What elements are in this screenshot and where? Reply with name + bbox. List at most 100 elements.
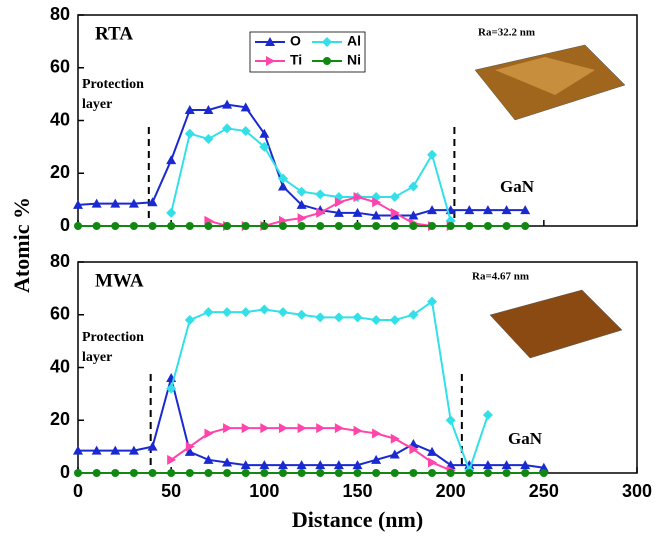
marker bbox=[372, 428, 381, 438]
marker bbox=[203, 134, 213, 144]
x-tick-label: 150 bbox=[342, 481, 372, 501]
x-tick-label: 200 bbox=[436, 481, 466, 501]
marker bbox=[503, 222, 511, 230]
marker bbox=[354, 469, 362, 477]
marker bbox=[298, 423, 307, 433]
y-axis-label: Atomic % bbox=[9, 197, 34, 293]
marker bbox=[390, 192, 400, 202]
marker bbox=[315, 189, 325, 199]
marker bbox=[354, 222, 362, 230]
marker bbox=[278, 307, 288, 317]
marker bbox=[335, 423, 344, 433]
marker bbox=[167, 222, 175, 230]
series-line bbox=[78, 105, 525, 216]
marker bbox=[391, 434, 400, 444]
marker bbox=[390, 450, 400, 459]
marker bbox=[390, 315, 400, 325]
marker bbox=[149, 222, 157, 230]
marker bbox=[335, 222, 343, 230]
annotation: GaN bbox=[508, 429, 543, 448]
marker bbox=[371, 315, 381, 325]
marker bbox=[409, 469, 417, 477]
marker bbox=[323, 57, 331, 65]
y-tick-label: 60 bbox=[50, 304, 70, 324]
marker bbox=[483, 410, 493, 420]
x-tick-label: 0 bbox=[73, 481, 83, 501]
legend-label: Ni bbox=[347, 52, 361, 68]
marker bbox=[204, 222, 212, 230]
marker bbox=[354, 426, 363, 436]
marker bbox=[298, 213, 307, 223]
series-line bbox=[171, 428, 451, 470]
marker bbox=[315, 312, 325, 322]
marker bbox=[74, 222, 82, 230]
annotation: Protection bbox=[82, 77, 144, 92]
marker bbox=[503, 469, 511, 477]
marker bbox=[484, 469, 492, 477]
y-tick-label: 0 bbox=[60, 462, 70, 482]
marker bbox=[242, 423, 251, 433]
annotation: Ra=32.2 nm bbox=[478, 27, 535, 39]
marker bbox=[409, 222, 417, 230]
legend-label: O bbox=[290, 33, 301, 49]
marker bbox=[447, 469, 455, 477]
marker bbox=[111, 469, 119, 477]
marker bbox=[427, 150, 437, 160]
marker bbox=[447, 222, 455, 230]
marker bbox=[222, 307, 232, 317]
marker bbox=[186, 222, 194, 230]
x-tick-label: 250 bbox=[529, 481, 559, 501]
plot-frame bbox=[78, 262, 637, 473]
marker bbox=[484, 222, 492, 230]
y-tick-label: 40 bbox=[50, 356, 70, 376]
marker bbox=[185, 129, 195, 139]
marker bbox=[408, 181, 418, 191]
marker bbox=[74, 469, 82, 477]
marker bbox=[353, 312, 363, 322]
marker bbox=[166, 208, 176, 218]
annotation: Protection bbox=[82, 330, 144, 345]
y-tick-label: 20 bbox=[50, 162, 70, 182]
marker bbox=[316, 469, 324, 477]
annotation: layer bbox=[82, 350, 112, 365]
legend-label: Al bbox=[347, 33, 361, 49]
marker bbox=[204, 428, 213, 438]
marker bbox=[222, 123, 232, 133]
marker bbox=[372, 222, 380, 230]
marker bbox=[166, 155, 176, 164]
marker bbox=[279, 469, 287, 477]
marker bbox=[465, 469, 473, 477]
marker bbox=[186, 469, 194, 477]
marker bbox=[521, 469, 529, 477]
marker bbox=[540, 469, 548, 477]
marker bbox=[93, 469, 101, 477]
marker bbox=[335, 469, 343, 477]
marker bbox=[298, 222, 306, 230]
y-tick-label: 0 bbox=[60, 215, 70, 235]
marker bbox=[446, 415, 456, 425]
marker bbox=[130, 222, 138, 230]
marker bbox=[428, 457, 437, 467]
marker bbox=[521, 222, 529, 230]
marker bbox=[316, 423, 325, 433]
y-tick-label: 20 bbox=[50, 409, 70, 429]
y-tick-label: 80 bbox=[50, 4, 70, 24]
marker bbox=[260, 423, 269, 433]
marker bbox=[93, 222, 101, 230]
y-tick-label: 40 bbox=[50, 109, 70, 129]
marker bbox=[185, 315, 195, 325]
marker bbox=[428, 222, 436, 230]
marker bbox=[204, 469, 212, 477]
marker bbox=[465, 222, 473, 230]
afm-inset bbox=[490, 290, 622, 358]
marker bbox=[279, 222, 287, 230]
panel-title: RTA bbox=[95, 23, 133, 44]
marker bbox=[298, 469, 306, 477]
annotation: GaN bbox=[500, 177, 535, 196]
marker bbox=[223, 423, 232, 433]
x-tick-label: 300 bbox=[622, 481, 652, 501]
marker bbox=[428, 469, 436, 477]
marker bbox=[111, 222, 119, 230]
marker bbox=[130, 469, 138, 477]
marker bbox=[242, 222, 250, 230]
